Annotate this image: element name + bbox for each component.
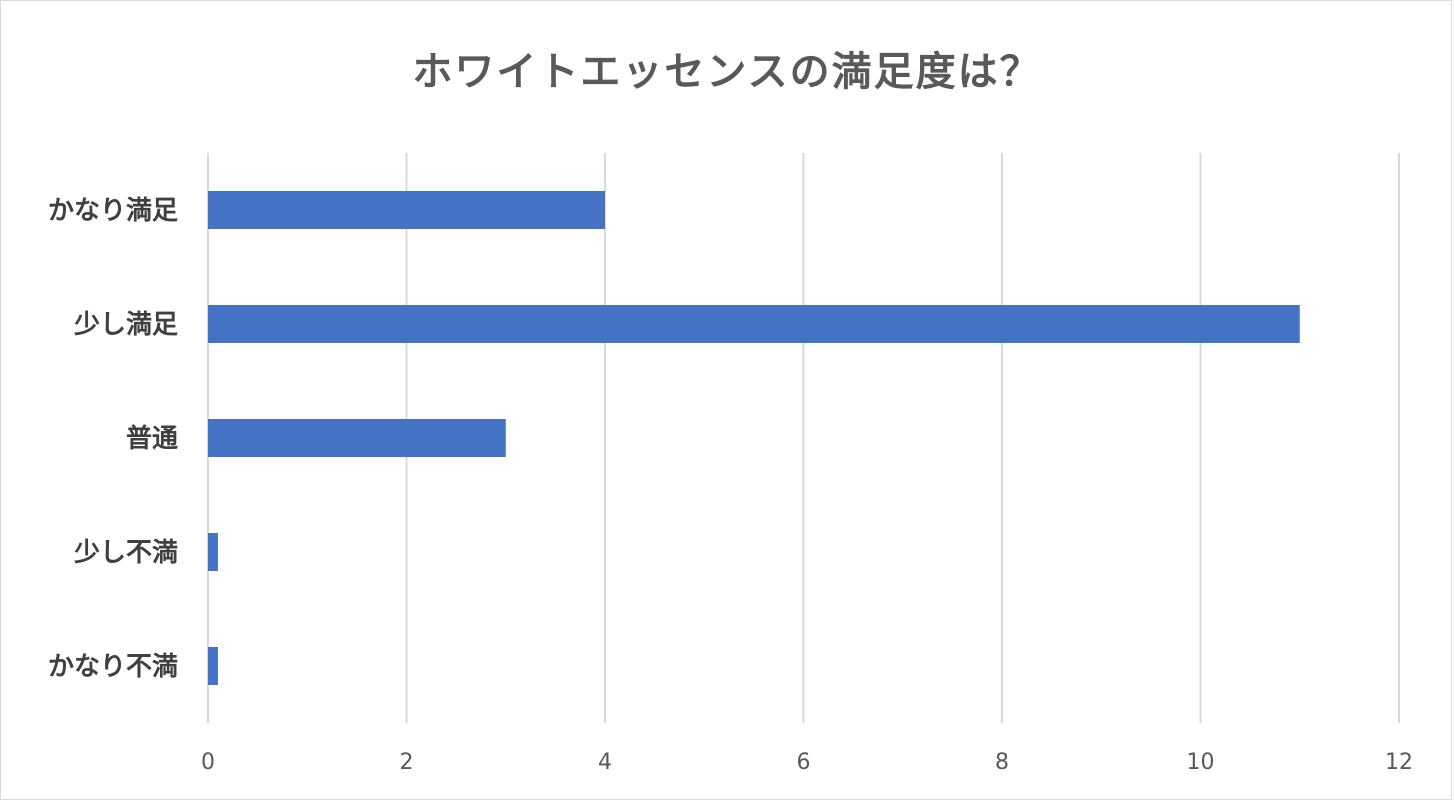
category-label: 少し不満 bbox=[73, 538, 178, 568]
category-label: かなり不満 bbox=[48, 652, 178, 682]
x-tick-label: 8 bbox=[995, 750, 1009, 775]
bar bbox=[208, 305, 1300, 343]
category-label: 普通 bbox=[126, 423, 178, 454]
x-tick-label: 6 bbox=[797, 750, 811, 775]
bar bbox=[208, 533, 218, 571]
x-tick-label: 0 bbox=[201, 750, 215, 775]
x-tick-label: 12 bbox=[1385, 750, 1413, 775]
category-label: 少し満足 bbox=[73, 310, 178, 340]
chart-title: ホワイトエッセンスの満足度は？ bbox=[412, 49, 1042, 95]
x-tick-label: 2 bbox=[400, 750, 414, 775]
bar bbox=[208, 647, 218, 685]
category-label: かなり満足 bbox=[48, 196, 178, 226]
bar bbox=[208, 419, 506, 457]
x-tick-label: 4 bbox=[598, 750, 612, 775]
bar bbox=[208, 191, 605, 229]
x-tick-label: 10 bbox=[1187, 750, 1215, 775]
